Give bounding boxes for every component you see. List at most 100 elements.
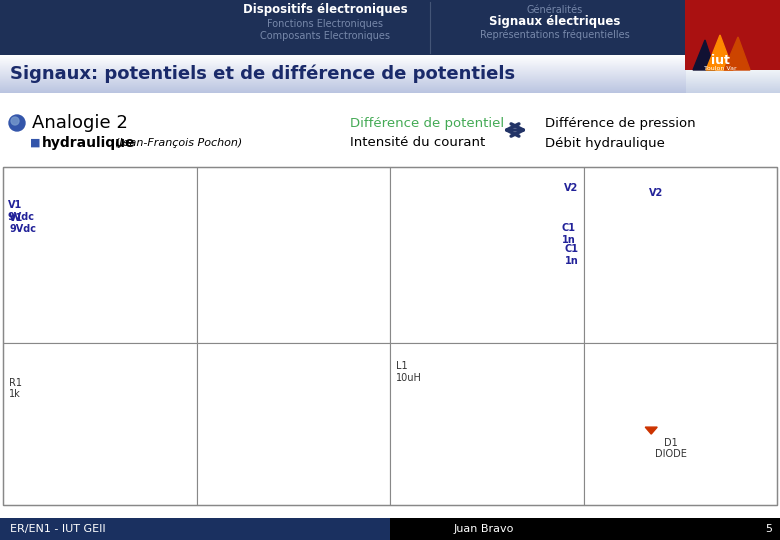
Text: V2: V2: [649, 188, 664, 198]
Bar: [686, 72, 780, 73]
Text: Composants Electroniques: Composants Electroniques: [260, 31, 390, 41]
Bar: [0, 75, 686, 76]
Bar: [686, 89, 780, 90]
Bar: [686, 64, 780, 65]
Text: ER/EN1 - IUT GEII: ER/EN1 - IUT GEII: [10, 524, 105, 534]
Bar: [0, 61, 686, 62]
Bar: [686, 77, 780, 78]
Bar: [686, 76, 780, 77]
Bar: [0, 64, 686, 65]
Text: L1
10uH: L1 10uH: [396, 361, 422, 383]
Bar: [3, 343, 197, 505]
Bar: [686, 81, 780, 82]
Text: D1
DIODE: D1 DIODE: [654, 437, 686, 459]
Bar: [0, 90, 686, 91]
Bar: [0, 78, 686, 79]
Bar: [686, 74, 780, 75]
Text: Différence de potentiel: Différence de potentiel: [350, 117, 504, 130]
Bar: [686, 65, 780, 66]
Bar: [0, 91, 686, 92]
Bar: [686, 79, 780, 80]
Text: Fonctions Electroniques: Fonctions Electroniques: [267, 19, 383, 29]
Text: Représentations fréquentielles: Représentations fréquentielles: [480, 30, 630, 40]
Bar: [0, 518, 390, 540]
Bar: [0, 85, 686, 86]
Bar: [0, 67, 686, 68]
Text: Juan Bravo: Juan Bravo: [453, 524, 514, 534]
Bar: [0, 59, 686, 60]
Bar: [0, 80, 686, 81]
Bar: [0, 56, 686, 57]
Circle shape: [11, 117, 19, 125]
Bar: [0, 58, 686, 59]
Bar: [685, 0, 780, 70]
Bar: [686, 88, 780, 89]
Bar: [0, 87, 686, 88]
Bar: [0, 0, 780, 55]
Bar: [0, 65, 686, 66]
Text: Analogie 2: Analogie 2: [32, 114, 128, 132]
Text: Signaux électriques: Signaux électriques: [489, 16, 621, 29]
Polygon shape: [645, 427, 658, 434]
Bar: [686, 92, 780, 93]
Bar: [390, 343, 583, 505]
Bar: [686, 80, 780, 81]
Text: hydraulique: hydraulique: [42, 136, 136, 150]
Bar: [686, 84, 780, 85]
Text: ■: ■: [30, 138, 41, 148]
Text: 5: 5: [765, 524, 772, 534]
Bar: [0, 60, 686, 61]
Bar: [0, 62, 686, 63]
Bar: [686, 66, 780, 67]
Bar: [686, 60, 780, 61]
Bar: [0, 57, 686, 58]
Bar: [0, 63, 686, 64]
Bar: [686, 69, 780, 70]
Bar: [0, 93, 780, 518]
Bar: [686, 87, 780, 88]
Polygon shape: [724, 37, 750, 70]
Bar: [3, 167, 777, 505]
Bar: [686, 68, 780, 69]
Bar: [583, 343, 777, 505]
Bar: [583, 167, 777, 343]
Bar: [686, 57, 780, 58]
Bar: [686, 82, 780, 83]
Bar: [0, 81, 686, 82]
Bar: [0, 92, 686, 93]
Text: C1
1n: C1 1n: [565, 244, 579, 266]
Bar: [0, 68, 686, 69]
Bar: [686, 59, 780, 60]
Text: Différence de pression: Différence de pression: [545, 117, 696, 130]
Text: Signaux: potentiels et de différence de potentiels: Signaux: potentiels et de différence de …: [10, 65, 515, 83]
Bar: [686, 86, 780, 87]
Bar: [686, 91, 780, 92]
Bar: [686, 55, 780, 56]
Bar: [0, 70, 686, 71]
Text: V1
9Vdc: V1 9Vdc: [8, 200, 35, 222]
Bar: [686, 78, 780, 79]
Text: V2: V2: [564, 183, 579, 193]
Text: iut: iut: [711, 53, 729, 66]
Bar: [686, 58, 780, 59]
Bar: [686, 63, 780, 64]
Bar: [0, 89, 686, 90]
Text: Intensité du courant: Intensité du courant: [350, 137, 485, 150]
Bar: [390, 167, 583, 343]
Text: Dispositifs électroniques: Dispositifs électroniques: [243, 3, 407, 17]
Bar: [0, 73, 686, 74]
Bar: [686, 71, 780, 72]
Bar: [197, 167, 390, 343]
Bar: [0, 76, 686, 77]
Bar: [686, 56, 780, 57]
Circle shape: [9, 115, 25, 131]
Bar: [0, 88, 686, 89]
Bar: [0, 82, 686, 83]
Bar: [686, 61, 780, 62]
Bar: [3, 167, 197, 343]
Bar: [686, 75, 780, 76]
Text: (Jean-François Pochon): (Jean-François Pochon): [115, 138, 243, 148]
Bar: [0, 72, 686, 73]
Polygon shape: [706, 35, 733, 70]
Bar: [0, 55, 686, 56]
